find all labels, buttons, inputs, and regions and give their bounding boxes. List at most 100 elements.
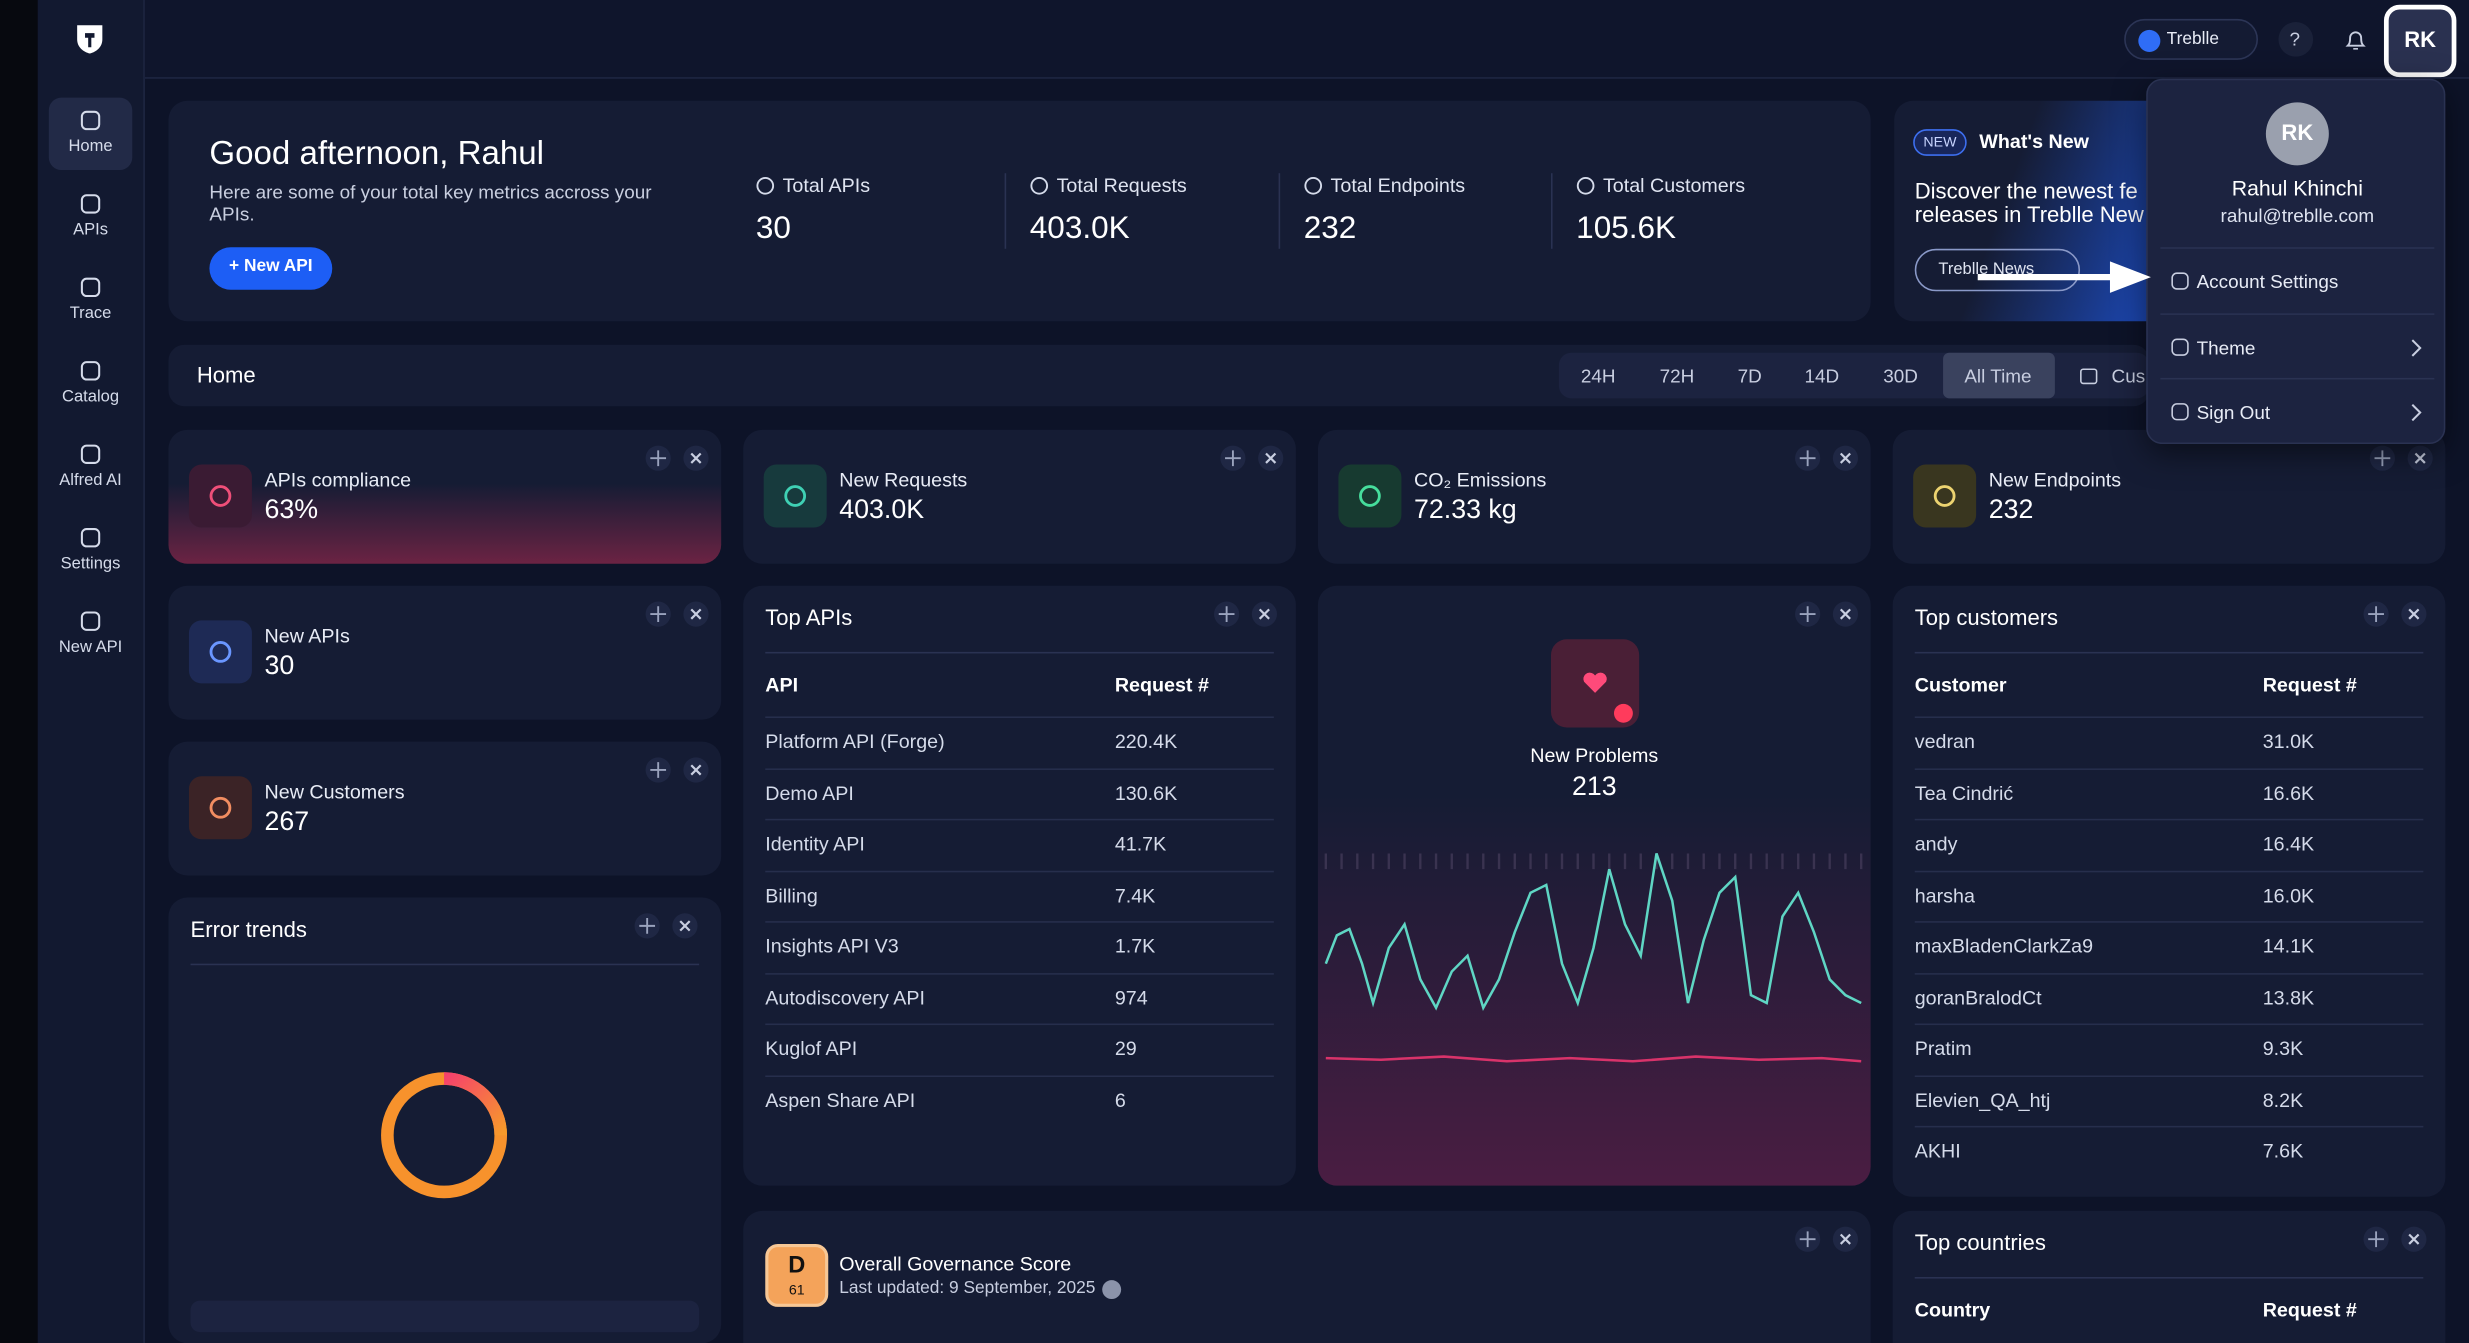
governance-updated: Last updated: 9 September, 2025 [839,1278,1096,1298]
metric-icon [1304,176,1323,195]
stat-label: New Endpoints [1988,469,2122,492]
table-cell: goranBralodCt [1914,986,2042,1009]
menu-item[interactable]: Sign Out [2160,391,2434,435]
desktop-edge [0,0,38,1343]
metric-label: Total Requests [1056,175,1187,198]
governance-card: D 61 Overall Governance Score Last updated:… [743,1210,1871,1343]
table-cell: 8.2K [2262,1089,2304,1112]
profile-menu: RK Rahul Khinchi rahul@treblle.com Account … [2146,78,2446,445]
stat-value: 403.0K [839,495,925,526]
nav-item[interactable]: New API [49,598,132,670]
pointer-arrow [1977,261,2151,293]
table-cell: Kuglof API [765,1038,858,1061]
row-divider [1914,869,2424,872]
profile-avatar: RK [2265,102,2329,166]
nav-item[interactable]: Alfred AI [49,431,132,503]
whats-new-text: Discover the newest fe [1914,178,2138,204]
menu-divider [2160,313,2435,315]
error-trends-title: Error trends [190,916,307,943]
range-option[interactable]: Cus [2111,364,2146,387]
nav-item[interactable]: APIs [49,181,132,253]
table-cell: maxBladenClarkZa9 [1914,935,2094,958]
divider [1914,1277,2424,1279]
row-divider [1914,972,2424,974]
problems-alert [1613,703,1633,723]
info-icon [1102,1280,1122,1300]
table-title: Top countries [1914,1230,2046,1256]
nav-label: APIs [73,221,109,241]
table-cell: 14.1K [2262,935,2315,958]
table-cell: AKHI [1914,1140,1961,1163]
close-button [1832,1226,1859,1252]
row-divider [765,869,1274,872]
chevron [2411,403,2422,422]
close-button [672,913,698,939]
nav-item[interactable]: Settings [49,515,132,587]
menu-label: Account Settings [2196,270,2339,293]
metric-value: 105.6K [1576,210,1677,245]
stat-glyph [1359,485,1381,507]
move-handle [1220,445,1246,471]
menu-item[interactable]: Theme [2160,326,2434,370]
row-divider [1914,1023,2424,1026]
range-active-bg [1943,352,2055,399]
problems-label: New Problems [1530,745,1659,768]
table-cell: Demo API [765,782,854,805]
row-divider [765,972,1274,974]
new-badge: NEW [1913,129,1967,156]
range-option[interactable]: 30D [1883,364,1918,387]
notifications-button [2345,31,2366,50]
range-option[interactable]: 24H [1580,364,1616,387]
row-divider [765,767,1274,770]
table-cell: 16.4K [2262,833,2315,856]
metric-label: Total Customers [1602,175,1746,198]
nav-item[interactable]: Trace [49,265,132,337]
range-option[interactable]: 7D [1737,364,1762,387]
table-header: Country [1914,1299,1991,1322]
nav-icon [80,528,101,548]
move-handle [2363,1226,2389,1252]
avatar-button[interactable]: RK [2383,4,2457,78]
help-icon: ? [2289,27,2301,50]
whats-new-title: What's New [1979,131,2089,154]
table-cell: 6 [1114,1089,1126,1112]
top-customers-card: Top customers Customer Request # vedran 31.0… [1892,585,2446,1197]
stat-card: New APIs 30 [168,585,722,720]
nav-label: Home [68,137,113,157]
nav-item[interactable]: Home [48,97,133,171]
nav-icon [80,277,101,298]
table-cell: 29 [1114,1038,1137,1061]
stat-card: New Endpoints 232 [1892,429,2446,564]
nav-label: New API [58,638,123,658]
stat-glyph [209,485,232,507]
nav-icon [80,444,101,464]
table-cell: vedran [1914,731,1975,754]
nav-item[interactable]: Catalog [49,348,132,420]
new-badge-text: NEW [1923,134,1957,151]
stat-icon [188,620,252,684]
table-cell: Autodiscovery API [765,986,926,1009]
range-option[interactable]: All Time [1964,364,2032,387]
menu-item[interactable]: Account Settings [2160,260,2434,304]
help-button[interactable]: ? [2278,22,2314,57]
new-api-button[interactable]: + New API [209,247,333,290]
metric-value: 403.0K [1029,210,1130,245]
move-handle [1795,601,1821,627]
nav-label: Settings [60,555,121,574]
table-cell: andy [1914,833,1958,856]
top-countries-card: Top countries Country Request # [1892,1210,2446,1343]
row-divider [1914,1125,2424,1128]
row-divider [1914,716,2424,719]
topbar [144,0,2469,79]
error-donut [381,1072,508,1199]
move-handle [645,445,671,471]
table-header: Request # [2262,1299,2357,1322]
range-option[interactable]: 14D [1804,364,1840,387]
legend-strip [190,1300,700,1333]
range-option[interactable]: 72H [1659,364,1695,387]
workspace-switcher[interactable]: Treblle [2124,18,2258,60]
stat-label: New Customers [264,781,405,804]
table-cell: 7.4K [1114,884,1156,907]
menu-icon [2171,403,2189,421]
new-problems-card: New Problems 213 [1317,585,1871,1186]
